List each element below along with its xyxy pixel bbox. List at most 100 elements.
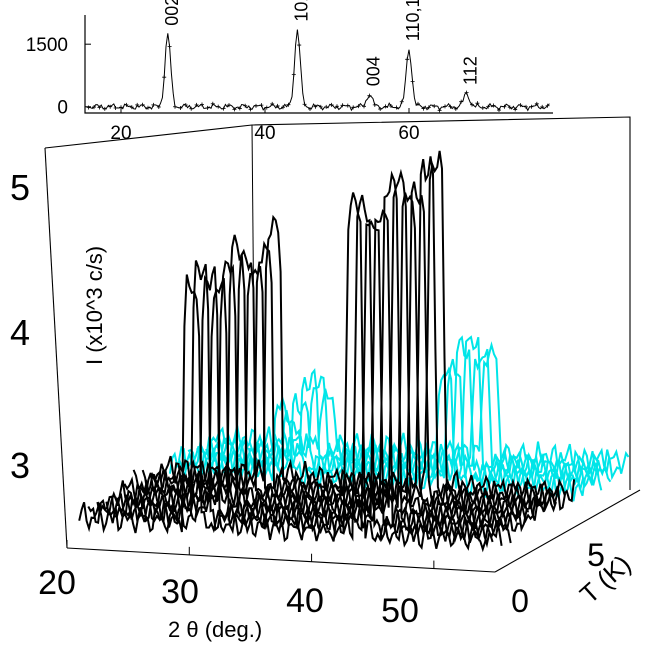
inset-data-marker (216, 104, 221, 109)
inset-data-marker (92, 105, 96, 110)
inset-data-marker (221, 106, 226, 111)
inset-data-marker (254, 103, 258, 108)
series-line-T-1.5 (105, 209, 520, 535)
series-line-T-6 (187, 335, 603, 491)
inset-data-marker (313, 104, 318, 109)
series-line-T-1 (96, 220, 512, 544)
inset-peak-label: 112 (461, 56, 481, 85)
t-axis-label: T (K) (574, 549, 637, 610)
inset-peak-label: 101 (291, 0, 311, 22)
inset-data-marker (443, 104, 447, 109)
inset-data-marker (399, 99, 404, 104)
inset-data-marker (113, 106, 118, 111)
inset-data-marker (275, 103, 280, 108)
inset-peak-label: 110,103 (403, 0, 423, 41)
inset-data-marker (502, 104, 507, 109)
inset-data-marker (135, 102, 140, 107)
inset-data-marker (291, 72, 296, 77)
inset-data-marker (453, 106, 458, 111)
inset-data-marker (345, 103, 350, 108)
x-tick-label: 40 (286, 582, 324, 620)
t-tick-label: 5 (587, 537, 605, 573)
inset-data-marker (324, 104, 329, 109)
inset-data-marker (464, 90, 469, 95)
inset-data-marker (302, 102, 307, 107)
inset-data-marker (140, 102, 145, 107)
inset-data-marker (205, 105, 210, 110)
inset-data-marker (459, 99, 464, 104)
inset-data-marker (146, 105, 150, 110)
inset-data-marker (513, 107, 518, 112)
inset-x-tick-label: 40 (254, 123, 275, 144)
inset-data-marker (507, 105, 512, 110)
inset-data-marker (480, 105, 485, 110)
inset-data-marker (318, 104, 323, 109)
inset-data-marker (156, 105, 161, 110)
inset-data-marker (448, 104, 453, 109)
x-axis-line (66, 547, 496, 573)
inset-data-marker (194, 102, 199, 107)
inset-data-marker (248, 107, 253, 112)
inset-data-marker (210, 101, 215, 106)
inset-x-tick-label: 60 (398, 123, 419, 144)
inset-data-marker (362, 104, 366, 109)
inset-data-marker (243, 103, 248, 108)
inset-data-marker (167, 44, 172, 49)
inset-data-marker (178, 105, 183, 110)
y-tick-label: 5 (10, 167, 30, 208)
inset-data-marker (119, 105, 123, 110)
inset-peak-labels: 002 101 004 110,103 112 (86, 0, 550, 113)
inset-data-marker (183, 103, 188, 108)
inset-data-marker (173, 104, 177, 109)
inset-data-marker (410, 79, 415, 84)
inset-data-marker (259, 103, 264, 108)
inset-data-marker (227, 103, 231, 108)
inset-data-marker (308, 107, 312, 112)
inset-data-marker (432, 104, 437, 109)
inset-data-marker (108, 104, 113, 109)
inset-data-marker (162, 75, 167, 80)
inset-data-marker (86, 105, 91, 110)
inset-data-marker (356, 104, 361, 109)
inset-data-marker (416, 101, 420, 106)
inset-data-marker (335, 104, 339, 109)
inset-data-marker (534, 101, 539, 106)
inset-data-marker (486, 104, 491, 109)
inset-data-marker (351, 105, 356, 110)
inset-data-marker (372, 102, 377, 107)
inset-data-marker (518, 103, 523, 108)
inset-data-marker (497, 108, 501, 113)
inset-data-marker (426, 105, 431, 110)
inset-data-marker (97, 105, 102, 110)
x-tick-label: 20 (38, 564, 76, 602)
inset-y-tick-label: 0 (57, 98, 68, 119)
inset-data-marker (340, 103, 345, 108)
series-line-T-0 (78, 192, 494, 553)
inset-data-marker (264, 105, 269, 110)
inset-peak-label: 004 (363, 56, 383, 86)
inset-data-marker (329, 102, 334, 107)
inset-data-marker (389, 103, 393, 108)
z-axis-back-line (44, 116, 631, 490)
inset-data-marker (405, 57, 410, 62)
inset-axis-frame (84, 15, 553, 114)
y-tick-label: 4 (10, 312, 30, 353)
inset-data-marker (286, 102, 291, 107)
x-axis-label: 2 θ (deg.) (168, 617, 262, 642)
inset-data-marker (151, 102, 156, 107)
x-tick-label: 30 (161, 573, 199, 611)
inset-data-marker (437, 108, 442, 113)
inset-data-marker (378, 107, 383, 112)
inset-data-marker (237, 106, 242, 111)
t-axis-line (494, 489, 641, 573)
series-line-T-0.5 (87, 194, 503, 549)
inset-data-marker (383, 104, 388, 109)
series-line-T-3.5 (141, 181, 557, 516)
y-axis-line (44, 147, 68, 549)
y-axis-label: I (x10^3 c/s) (82, 246, 107, 365)
